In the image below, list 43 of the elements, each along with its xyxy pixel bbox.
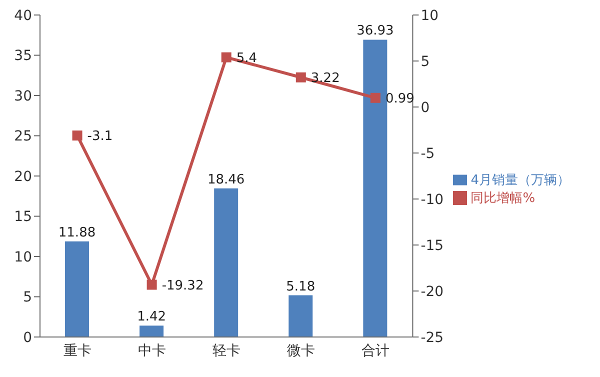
point [146,280,157,290]
bar [65,241,89,337]
data-label: -19.32 [162,278,204,294]
y2-tick-label: -5 [420,146,435,162]
y2-tick-label: -15 [420,238,444,254]
data-label: 18.46 [207,172,245,188]
y-tick-label: 35 [14,48,32,64]
bar [363,40,388,337]
point [296,72,306,82]
y-tick-label: 15 [14,209,32,226]
data-label: 3.22 [310,70,340,86]
point [370,92,380,103]
y-tick-label: 5 [23,290,32,306]
y2-tick-label: 10 [420,8,439,24]
data-label: 11.88 [58,225,96,240]
bar [140,326,164,337]
bar [288,295,313,337]
y-tick-label: 10 [14,249,32,266]
y-tick-label: 0 [23,330,32,346]
y2-tick-label: 0 [420,100,430,116]
data-label: 36.93 [356,24,394,39]
legend-label: 4月销量（万辆） [470,172,570,188]
y-tick-label: 25 [14,128,32,145]
x-tick-label: 轻卡 [212,342,240,359]
y2-tick-label: -25 [420,330,444,346]
x-tick-label: 重卡 [63,342,92,359]
data-label: 1.42 [137,310,166,325]
x-tick-label: 微卡 [286,342,315,359]
y-tick-label: 40 [14,8,32,24]
x-tick-label: 中卡 [138,342,166,359]
y-tick-label: 30 [14,88,32,104]
data-label: 5.4 [236,50,258,66]
data-label: 5.18 [286,279,316,294]
y2-tick-label: -20 [420,284,444,300]
x-tick-label: 合计 [361,342,390,359]
y2-tick-label: 5 [420,54,430,70]
bar [214,188,238,337]
point [72,130,82,141]
legend-label: 同比增幅% [470,190,536,206]
y2-tick-label: -10 [420,192,444,208]
point [221,52,232,62]
data-label: -3.1 [87,129,113,144]
y-tick-label: 20 [14,168,32,185]
